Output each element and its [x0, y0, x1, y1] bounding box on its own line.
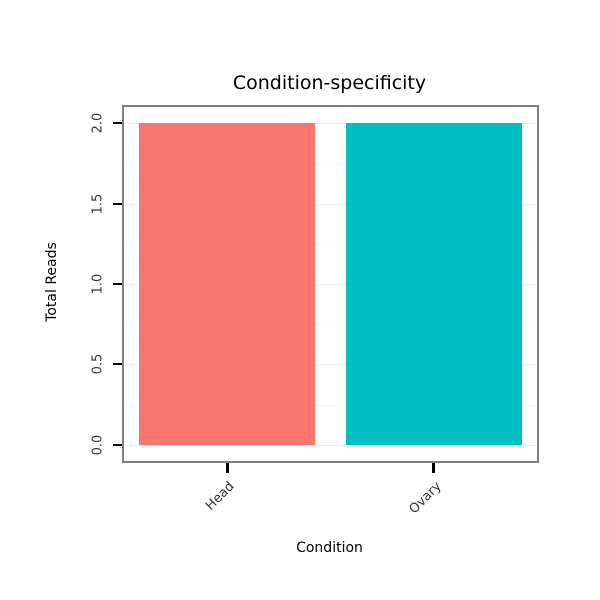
y-axis-title: Total Reads — [44, 242, 60, 322]
y-tick-label: 1.0 — [90, 273, 106, 295]
gridline-major — [124, 284, 537, 285]
bar-head — [139, 123, 315, 445]
x-tick-mark — [225, 463, 229, 473]
y-tick-mark — [113, 283, 122, 285]
y-tick-label: 0.0 — [90, 434, 106, 456]
gridline-major — [124, 364, 537, 366]
y-tick-label: 2.0 — [90, 112, 106, 134]
plot-panel: 0.0 0.5 1.0 1.5 2.0 Head Ovary — [91, 105, 539, 517]
gridline-minor — [124, 163, 537, 165]
gridline-major — [124, 444, 537, 446]
bar-ovary — [345, 123, 522, 445]
y-tick-mark — [113, 202, 122, 205]
gridline-minor — [124, 243, 537, 245]
y-tick-mark — [113, 363, 122, 366]
gridline-minor — [124, 324, 537, 326]
gridline-major — [124, 203, 537, 205]
y-tick-label: 0.5 — [90, 354, 106, 375]
x-tick-mark — [432, 463, 436, 473]
y-tick-mark — [113, 122, 122, 125]
y-tick-mark — [113, 443, 122, 446]
gridline-minor — [124, 404, 537, 406]
x-axis-title: Condition — [296, 540, 363, 556]
y-tick-label: 1.5 — [90, 193, 106, 214]
chart-title: Condition-specificity — [232, 72, 427, 94]
gridline-major — [124, 123, 537, 125]
